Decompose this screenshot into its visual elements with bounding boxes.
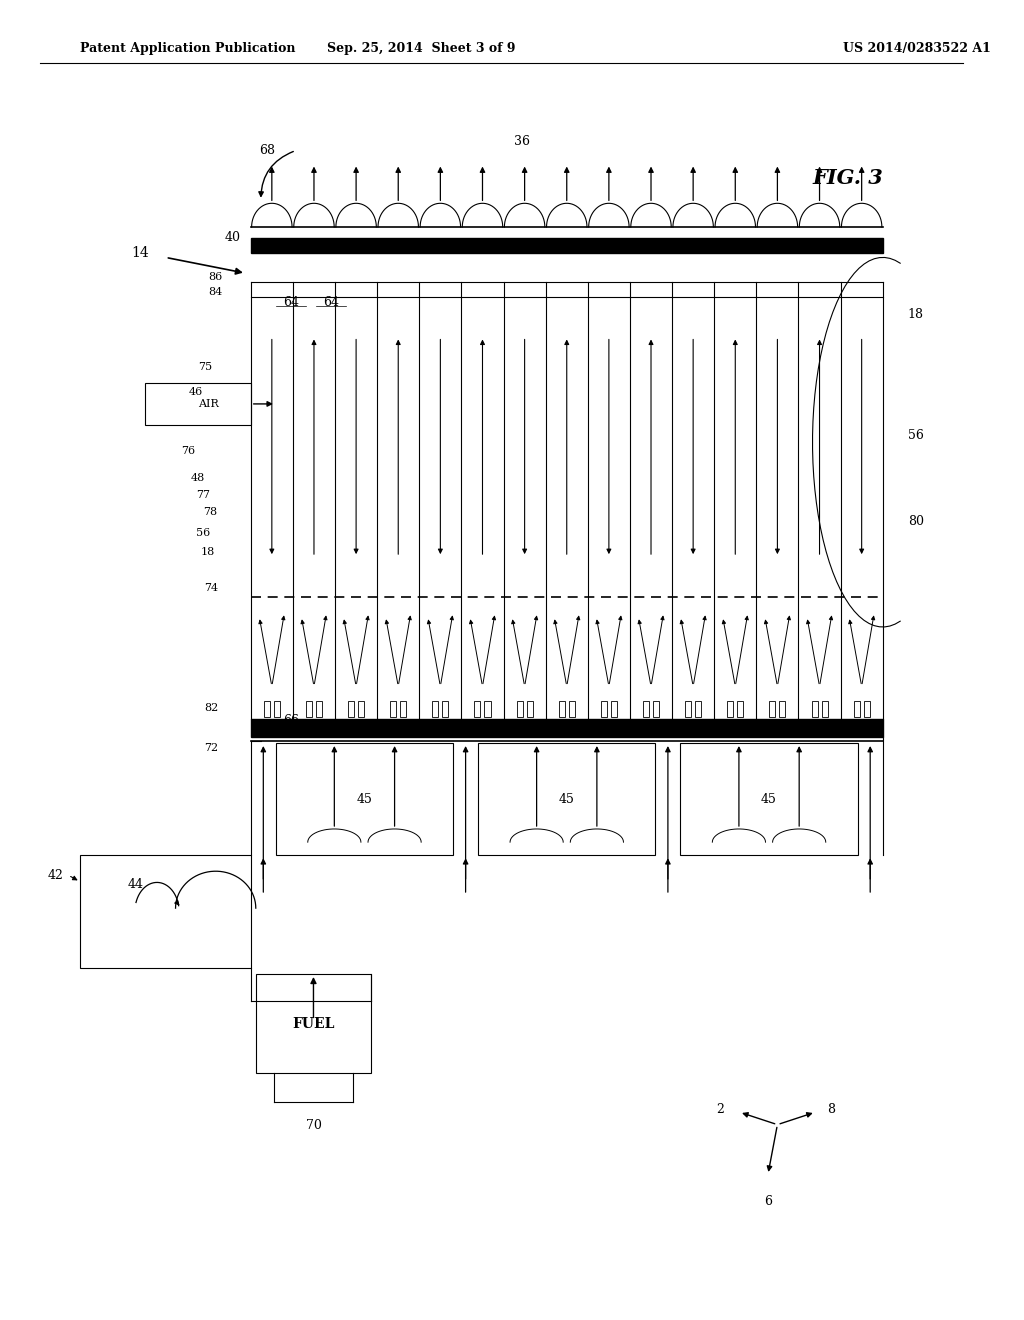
Text: US 2014/0283522 A1: US 2014/0283522 A1 [843, 42, 990, 55]
Bar [811, 701, 817, 717]
Text: 45: 45 [761, 793, 777, 805]
Text: 44: 44 [127, 878, 143, 891]
Text: 86: 86 [209, 272, 222, 282]
Bar [653, 701, 659, 717]
Bar [474, 701, 480, 717]
Bar [737, 701, 743, 717]
Text: 36: 36 [514, 135, 529, 148]
Text: 84: 84 [209, 286, 222, 297]
Bar [251, 719, 883, 737]
Bar [601, 701, 607, 717]
Text: FIG. 3: FIG. 3 [812, 168, 884, 189]
Text: 45: 45 [356, 793, 373, 805]
Bar [695, 701, 701, 717]
Text: 46: 46 [188, 387, 203, 397]
Text: 78: 78 [204, 507, 218, 517]
Text: 72: 72 [205, 743, 219, 754]
Text: 64: 64 [283, 296, 299, 309]
Bar [854, 701, 860, 717]
Text: 8: 8 [827, 1104, 836, 1115]
Bar [516, 701, 522, 717]
Text: 82: 82 [205, 702, 219, 713]
Text: 66: 66 [283, 714, 299, 727]
Text: 80: 80 [908, 515, 924, 528]
Text: 45: 45 [559, 793, 574, 805]
Bar [273, 701, 280, 717]
Text: Patent Application Publication: Patent Application Publication [80, 42, 296, 55]
Text: 6: 6 [764, 1195, 772, 1208]
Bar [348, 701, 354, 717]
Text: 2: 2 [717, 1104, 724, 1115]
Text: FUEL: FUEL [292, 1016, 335, 1031]
Bar [680, 743, 858, 855]
Bar [769, 701, 775, 717]
Text: 68: 68 [259, 144, 274, 157]
Text: 14: 14 [131, 247, 150, 260]
Text: AIR: AIR [198, 399, 218, 409]
Bar [559, 701, 565, 717]
Text: 74: 74 [205, 582, 219, 593]
Text: Sep. 25, 2014  Sheet 3 of 9: Sep. 25, 2014 Sheet 3 of 9 [327, 42, 515, 55]
Text: 56: 56 [196, 528, 210, 539]
Text: 40: 40 [224, 231, 241, 244]
Bar [478, 743, 655, 855]
Text: 18: 18 [908, 308, 924, 321]
Bar [611, 701, 616, 717]
Bar [779, 701, 785, 717]
Text: 70: 70 [305, 1119, 322, 1133]
Bar [358, 701, 365, 717]
Bar [316, 701, 322, 717]
Bar [275, 743, 453, 855]
Bar [727, 701, 733, 717]
Bar [685, 701, 691, 717]
Bar [821, 701, 827, 717]
Text: 18: 18 [201, 546, 215, 557]
Bar [526, 701, 532, 717]
Bar [390, 701, 396, 717]
Bar [484, 701, 490, 717]
Bar [256, 974, 371, 1073]
Text: 76: 76 [181, 446, 196, 457]
Bar [251, 238, 883, 253]
Bar [80, 855, 251, 968]
Text: 56: 56 [908, 429, 924, 442]
Text: 75: 75 [199, 362, 213, 372]
Bar [306, 701, 312, 717]
Text: 64: 64 [323, 296, 339, 309]
Bar [442, 701, 449, 717]
Text: 42: 42 [47, 869, 63, 882]
Bar [432, 701, 438, 717]
Bar [264, 701, 270, 717]
Bar [400, 701, 407, 717]
Bar [568, 701, 574, 717]
Text: 48: 48 [190, 473, 205, 483]
Text: 77: 77 [196, 490, 210, 500]
Bar [145, 383, 251, 425]
Bar [643, 701, 649, 717]
Bar [863, 701, 869, 717]
